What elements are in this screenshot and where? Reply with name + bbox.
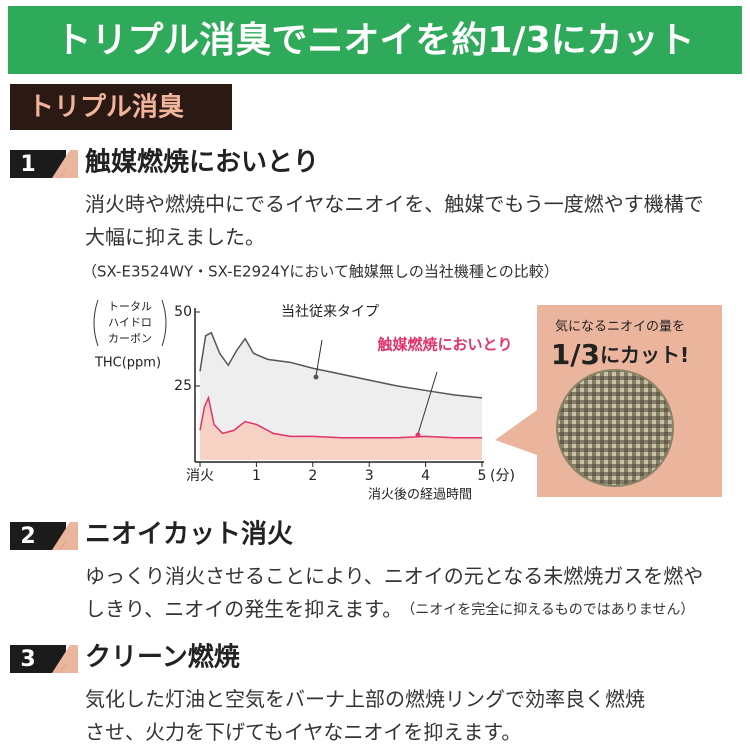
x-tick-label: 3 bbox=[365, 468, 374, 484]
section-title: トリプル消臭 bbox=[28, 93, 184, 123]
item-body-line: しきり、ニオイの発生を抑えます。 bbox=[85, 597, 402, 621]
item-number: 3 bbox=[20, 647, 35, 672]
y-label: カーボン bbox=[108, 332, 152, 345]
item-body: させ、火力を下げてもイヤなニオイを抑えます。 bbox=[85, 720, 521, 744]
item-heading: 触媒燃焼においとり bbox=[85, 148, 319, 178]
callout-text: 気になるニオイの量を bbox=[555, 319, 685, 335]
item-body-line: 消火時や燃焼中にでるイヤなニオイを、触媒でもう一度燃やす機構で bbox=[85, 192, 704, 216]
number-tail bbox=[60, 522, 78, 550]
y-tick-label: 25 bbox=[174, 378, 192, 394]
x-unit: (分) bbox=[490, 468, 515, 484]
series-area bbox=[200, 397, 482, 460]
item-body: しきり、ニオイの発生を抑えます。 （ニオイを完全に抑えるものではありません） bbox=[85, 597, 694, 621]
x-tick-label: 4 bbox=[421, 468, 430, 484]
catalyst-image bbox=[556, 369, 674, 487]
x-tick-label: 5 bbox=[478, 468, 487, 484]
y-label-bracket bbox=[93, 299, 167, 347]
item-number: 1 bbox=[20, 152, 35, 177]
section-title-bg bbox=[10, 84, 232, 130]
item-body: 大幅に抑えました。 bbox=[85, 225, 265, 249]
item-note: （ニオイを完全に抑えるものではありません） bbox=[408, 601, 694, 618]
y-label: トータル bbox=[108, 300, 152, 313]
number-stripe bbox=[52, 645, 78, 673]
y-label: THC(ppm) bbox=[94, 356, 161, 371]
series-name: 当社従来タイプ bbox=[281, 304, 379, 320]
number-tail bbox=[60, 150, 78, 178]
callout-main: 1/3にカット! bbox=[551, 338, 689, 371]
item-heading: ニオイカット消火 bbox=[85, 520, 293, 550]
callout-rest: にカット! bbox=[600, 343, 689, 367]
series-area bbox=[200, 332, 482, 460]
series-label: 当社従来タイプ bbox=[281, 304, 379, 320]
item-note: （SX-E3524WY・SX-E2924Yにおいて触媒無しの当社機種との比較） bbox=[82, 263, 559, 281]
series-line bbox=[199, 395, 482, 439]
number-tail bbox=[60, 645, 78, 673]
item-body: ゆっくり消火させることにより、ニオイの元となる未燃焼ガスを燃や bbox=[85, 564, 703, 588]
items: 1 触媒燃焼においとり消火時や燃焼中にでるイヤなニオイを、触媒でもう一度燃やす機構… bbox=[10, 148, 704, 744]
series-line bbox=[199, 331, 483, 399]
item-body-line: 気化した灯油と空気をバーナ上部の燃焼リングで効率良く燃焼 bbox=[85, 687, 645, 711]
y-label: ハイドロ bbox=[108, 316, 152, 329]
x-tick-label: 1 bbox=[252, 468, 261, 484]
y-tick-label: 50 bbox=[174, 304, 192, 320]
item-number: 2 bbox=[20, 524, 35, 549]
item-body-line: 大幅に抑えました。 bbox=[85, 225, 265, 249]
series-leader bbox=[315, 339, 323, 377]
x-tick-label: 2 bbox=[308, 468, 317, 484]
number-stripe bbox=[52, 150, 78, 178]
banner-bg bbox=[8, 6, 742, 74]
x-tick-label: 消火 bbox=[186, 468, 214, 484]
series-dot bbox=[415, 432, 421, 438]
series-leader bbox=[417, 371, 438, 435]
x-label: 消火後の経過時間 bbox=[368, 488, 472, 503]
item-body: 消火時や燃焼中にでるイヤなニオイを、触媒でもう一度燃やす機構で bbox=[85, 192, 704, 216]
callout-amount: 1/3 bbox=[551, 338, 600, 371]
number-stripe bbox=[52, 522, 78, 550]
item-body-line: ゆっくり消火させることにより、ニオイの元となる未燃焼ガスを燃や bbox=[85, 564, 703, 588]
series-dot bbox=[313, 374, 319, 380]
item-body: 気化した灯油と空気をバーナ上部の燃焼リングで効率良く燃焼 bbox=[85, 687, 645, 711]
banner: トリプル消臭でニオイを約1/3にカット bbox=[55, 20, 694, 61]
series-label: 触媒燃焼においとり bbox=[377, 336, 512, 354]
item-heading: クリーン燃焼 bbox=[85, 643, 240, 673]
callout: 気になるニオイの量を 1/3にカット! bbox=[495, 305, 722, 497]
item-body-line: させ、火力を下げてもイヤなニオイを抑えます。 bbox=[85, 720, 521, 744]
